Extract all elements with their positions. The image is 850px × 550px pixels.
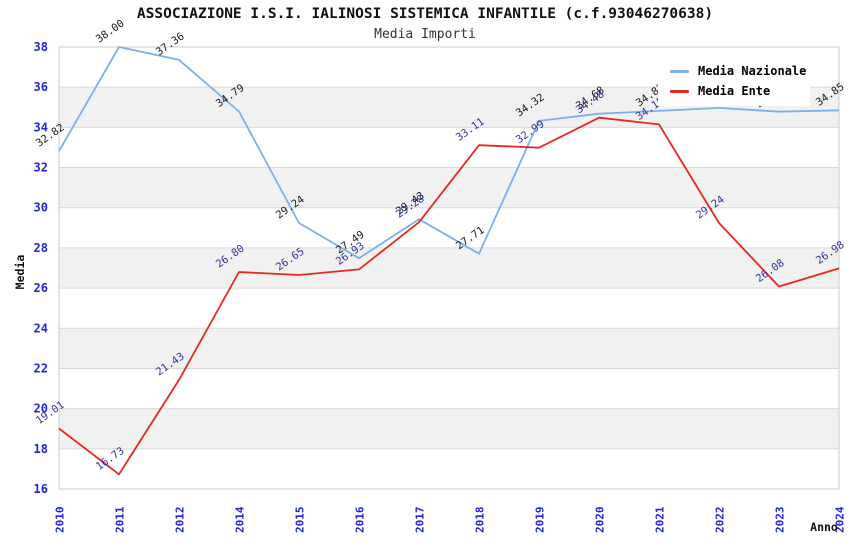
grid-band xyxy=(59,167,839,208)
x-tick-label: 2010 xyxy=(54,507,67,534)
y-tick-label: 22 xyxy=(34,361,48,375)
y-tick-label: 16 xyxy=(34,482,48,496)
y-tick-label: 34 xyxy=(34,120,48,134)
x-tick-label: 2015 xyxy=(294,507,307,534)
legend: Media Nazionale Media Ente xyxy=(658,56,810,106)
legend-item-media-ente: Media Ente xyxy=(670,84,810,98)
plot-border xyxy=(58,46,840,490)
x-tick-label: 2017 xyxy=(414,507,427,534)
chart-title: ASSOCIAZIONE I.S.I. IALINOSI SISTEMICA I… xyxy=(136,6,714,22)
x-tick-label: 2023 xyxy=(774,507,787,534)
value-label-media-nazionale: 38.00 xyxy=(94,17,127,45)
x-tick-label: 2016 xyxy=(354,506,367,533)
y-tick-label: 36 xyxy=(34,80,48,94)
y-tick-label: 30 xyxy=(34,201,48,215)
y-tick-label: 18 xyxy=(34,442,48,456)
series-line-media-nazionale xyxy=(58,46,840,260)
y-tick-label: 24 xyxy=(34,321,48,335)
chart-subtitle: Media Importi xyxy=(374,27,476,42)
x-tick-label: 2022 xyxy=(714,507,727,534)
y-tick-label: 28 xyxy=(34,241,48,255)
legend-swatch-media-nazionale-icon xyxy=(670,69,689,73)
x-tick-label: 2012 xyxy=(174,507,187,534)
legend-swatch-media-ente-icon xyxy=(670,89,689,93)
value-label-media-nazionale: 37.36 xyxy=(154,30,187,58)
y-tick-label: 32 xyxy=(34,161,48,175)
x-tick-label: 2020 xyxy=(594,507,607,534)
legend-item-media-nazionale: Media Nazionale xyxy=(670,64,810,78)
y-tick-label: 20 xyxy=(34,402,48,416)
series-line-media-ente xyxy=(58,116,840,476)
y-axis-title: Media xyxy=(13,255,27,290)
x-tick-label: 2018 xyxy=(474,507,487,534)
x-tick-label: 2011 xyxy=(114,506,127,533)
x-axis-title: Anno xyxy=(810,520,838,534)
y-tick-label: 38 xyxy=(34,40,48,54)
x-tick-label: 2021 xyxy=(654,506,667,533)
x-tick-label: 2014 xyxy=(234,506,247,533)
legend-label-media-nazionale: Media Nazionale xyxy=(698,64,807,78)
grid-band xyxy=(59,247,839,289)
grid-band xyxy=(59,408,839,449)
x-tick-label: 2019 xyxy=(534,507,547,534)
x-tick-label: 2024 xyxy=(834,506,847,533)
legend-label-media-ente: Media Ente xyxy=(698,84,771,98)
y-tick-label: 26 xyxy=(34,281,48,295)
